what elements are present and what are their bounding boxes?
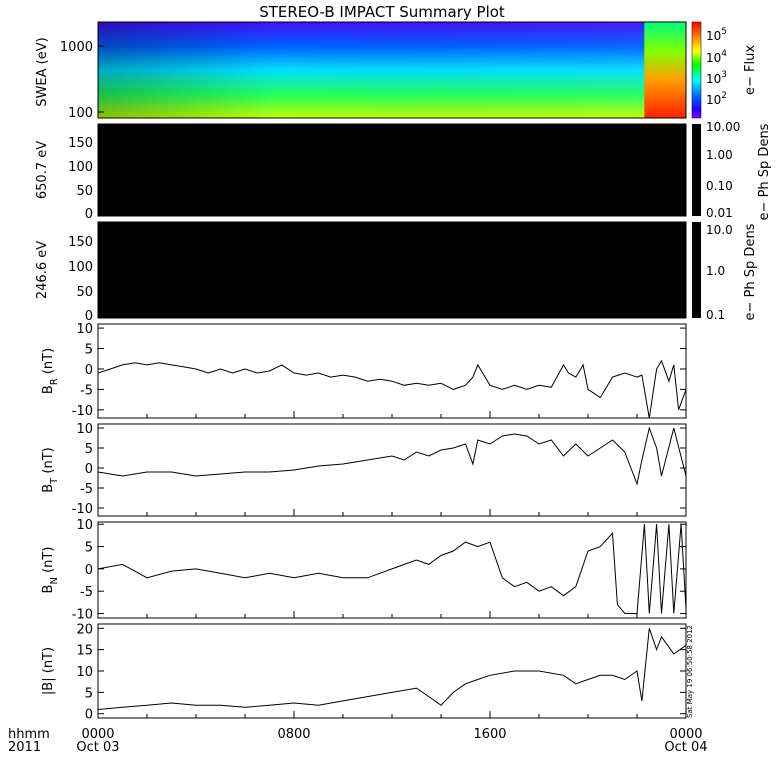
y-tick-label: 10: [76, 518, 93, 533]
pad-246ev-spectrogram: [98, 222, 686, 318]
pad-650-ytick: 100: [68, 160, 93, 175]
pad-246-colorbar-label: e− Ph Sp Dens: [743, 223, 758, 320]
line-panel-1: 10 5 0 -5 -10 BR (nT): [41, 322, 687, 419]
magnetic-field-panels: 10 5 0 -5 -10 BR (nT) 10 5 0 -5 -10 BT (nT) 10 5 0 -5 -1…: [41, 322, 687, 723]
y-tick-label: -5: [80, 482, 93, 497]
pad-246-colorbar: [692, 222, 701, 318]
y-tick-label: 20: [76, 622, 93, 637]
y-tick-label: -10: [72, 608, 93, 623]
swea-spectrogram-shading: [98, 22, 686, 118]
line-panel-frame: [97, 323, 687, 419]
panel-650ev: 150 100 50 0 650.7 eV 10.00 1.00 0.10 0.…: [35, 120, 772, 222]
y-tick-label: 15: [76, 644, 93, 659]
line-panel-ylabel: BN (nT): [41, 547, 60, 594]
y-tick-label: 10: [76, 422, 93, 437]
pad-246-cb-tick: 1.0: [706, 264, 725, 278]
swea-colorbar-label: e− Flux: [743, 45, 758, 95]
pad-650-cb-tick: 10.00: [706, 120, 740, 134]
y-tick-label: 0: [85, 563, 93, 578]
pad-246-cb-tick: 10.0: [706, 223, 733, 237]
pad-246-ytick: 100: [68, 260, 93, 275]
y-tick-label: 5: [85, 442, 93, 457]
swea-ylabel: SWEA (eV): [35, 37, 50, 106]
line-panel-2: 10 5 0 -5 -10 BT (nT): [41, 422, 687, 517]
swea-frame: [97, 21, 687, 119]
time-tick-date: Oct 03: [76, 740, 119, 755]
y-tick-label: 5: [85, 686, 93, 701]
y-tick-label: 10: [76, 322, 93, 337]
time-tick-hhmm: 0800: [277, 727, 310, 742]
pad-650-cb-tick: 1.00: [706, 148, 733, 162]
y-tick-label: 5: [85, 343, 93, 358]
pad-246-ytick: 0: [85, 309, 93, 324]
series-line: [98, 426, 686, 486]
time-axis-label-hhmm: hhmm: [8, 727, 50, 742]
time-tick-hhmm: 1600: [473, 727, 506, 742]
pad-650-ytick: 50: [76, 184, 93, 199]
swea-cb-tick: 105: [706, 27, 727, 43]
series-line: [98, 628, 686, 710]
swea-colorbar: [691, 21, 702, 119]
pad-650-colorbar-label: e− Ph Sp Dens: [757, 123, 772, 220]
line-panel-3: 10 5 0 -5 -10 BN (nT): [41, 518, 687, 623]
pad-650-colorbar: [692, 124, 701, 216]
line-panel-4: 20 15 10 5 0 |B| (nT): [41, 622, 687, 723]
pad-650-cb-tick: 0.10: [706, 179, 733, 193]
series-line: [98, 359, 686, 418]
generation-timestamp: Sat May 19 06:50:58 2012: [686, 625, 694, 718]
line-panel-ylabel: BT (nT): [41, 447, 60, 493]
pad-246-cb-tick: 0.1: [706, 308, 725, 322]
swea-cb-tick: 104: [706, 49, 727, 65]
pad-246-ytick: 50: [76, 285, 93, 300]
y-tick-label: 10: [76, 665, 93, 680]
y-tick-label: -10: [72, 502, 93, 517]
time-tick-hhmm: 0000: [669, 727, 702, 742]
pad-650ev-spectrogram: [98, 124, 686, 216]
series-line: [98, 524, 686, 614]
line-panel-ylabel: |B| (nT): [41, 647, 56, 695]
panel-swea: 1000 100 SWEA (eV) e− Flux 105 104 103 1…: [35, 21, 758, 121]
pad-246ev-frame: [97, 221, 687, 319]
pad-650-ylabel: 650.7 eV: [35, 141, 50, 199]
pad-650-ytick: 150: [68, 136, 93, 151]
panel-246ev: 150 100 50 0 246.6 eV 10.0 1.0 0.1 e− Ph…: [35, 221, 758, 324]
swea-ytick-100: 100: [68, 106, 93, 121]
y-tick-label: -10: [72, 404, 93, 419]
pad-246-ylabel: 246.6 eV: [35, 241, 50, 299]
swea-cb-tick: 103: [706, 70, 727, 86]
swea-ytick-1000: 1000: [60, 40, 93, 55]
y-tick-label: -5: [80, 585, 93, 600]
pad-246-ytick: 150: [68, 235, 93, 250]
swea-event: [644, 22, 686, 118]
line-panel-ylabel: BR (nT): [41, 348, 60, 394]
time-tick-date: Oct 04: [664, 740, 707, 755]
y-tick-label: 5: [85, 541, 93, 556]
pad-650-ytick: 0: [85, 207, 93, 222]
pad-650ev-frame: [97, 123, 687, 217]
pad-650-cb-tick: 0.01: [706, 206, 733, 220]
line-panel-frame: [97, 423, 687, 517]
plot-title: STEREO-B IMPACT Summary Plot: [259, 3, 505, 21]
y-tick-label: 0: [85, 708, 93, 723]
y-tick-label: 0: [85, 462, 93, 477]
time-axis-label-year: 2011: [8, 740, 41, 755]
swea-cb-tick: 102: [706, 91, 727, 107]
y-tick-label: -5: [80, 383, 93, 398]
y-tick-label: 0: [85, 363, 93, 378]
time-tick-hhmm: 0000: [81, 727, 114, 742]
